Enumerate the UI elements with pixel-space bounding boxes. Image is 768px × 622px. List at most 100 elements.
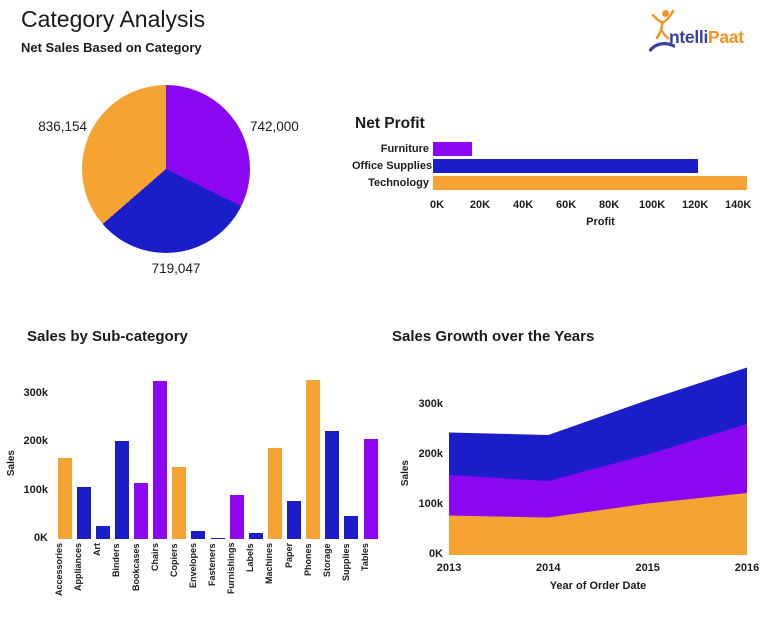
bar-accessories[interactable] — [57, 458, 72, 539]
subcategory-column — [93, 365, 112, 539]
bar-chairs[interactable] — [153, 380, 168, 539]
logo-text-ntelli: ntelli — [669, 26, 709, 47]
x-axis-title: Year of Order Date — [549, 580, 647, 592]
area-chart: Sales Growth over the Years Sales 0K 100k… — [392, 322, 768, 622]
bar-storage[interactable] — [325, 430, 340, 539]
subcategory-column — [342, 365, 361, 539]
bar-machines[interactable] — [267, 447, 282, 539]
subcategory-column — [170, 365, 189, 539]
logo-person-icon — [649, 9, 675, 52]
subcategory-xlabels: Accessories Appliances Art Binders Bookcases… — [54, 543, 380, 622]
x-tick-label: 2016 — [734, 562, 760, 574]
area-series-technology[interactable] — [449, 493, 747, 555]
net-profit-chart: Net Profit Furniture Office Supplies Techn… — [352, 113, 766, 235]
subcategory-column — [151, 365, 170, 539]
x-category-label: Machines — [264, 543, 275, 585]
page-title: Category Analysis — [21, 6, 206, 32]
net-profit-ticks: 0K 20K 40K 60K 80K 100K 120K 140K — [352, 199, 766, 213]
subcategory-column — [132, 365, 151, 539]
chart-title: Sales by Sub-category — [27, 328, 188, 345]
x-tick-label: 0K — [429, 199, 445, 211]
x-tick-label: 100K — [638, 199, 666, 211]
x-category-label: Labels — [245, 543, 256, 572]
subcategory-column — [304, 365, 323, 539]
y-tick-label: 100k — [23, 483, 48, 496]
x-category-label: Envelopes — [187, 543, 198, 589]
x-category-label: Tables — [360, 543, 370, 571]
subcategory-column — [361, 365, 380, 539]
subcategory-column — [227, 365, 246, 539]
subcategory-plot — [55, 365, 380, 539]
subcategory-column — [112, 365, 131, 539]
page-subtitle: Net Sales Based on Category — [21, 40, 202, 55]
pie-label-furniture: 742,000 — [250, 119, 299, 134]
subcategory-column — [208, 365, 227, 539]
subcategory-column — [74, 365, 93, 539]
bar-phones[interactable] — [306, 379, 321, 539]
x-tick-label: 40K — [513, 199, 534, 211]
chart-title: Net Profit — [355, 115, 425, 132]
subcategory-column — [246, 365, 265, 539]
bar-bookcases[interactable] — [134, 483, 149, 539]
net-profit-row: Office Supplies — [352, 157, 766, 174]
subcategory-chart: Sales by Sub-category Sales 0K 100k 200k 30… — [0, 322, 386, 622]
x-tick-label: 2015 — [635, 562, 660, 574]
intellipaat-logo: ntelliPaat — [649, 8, 744, 54]
pie[interactable] — [82, 85, 250, 253]
bar-art[interactable] — [95, 525, 110, 539]
net-profit-row: Furniture — [352, 140, 766, 157]
subcategory-column — [55, 365, 74, 539]
x-category-label: Supplies — [340, 543, 351, 581]
net-profit-category-label: Office Supplies — [352, 159, 433, 172]
bar-tables[interactable] — [363, 439, 378, 539]
x-category-label: Paper — [283, 543, 294, 569]
y-axis-title: Sales — [400, 460, 411, 487]
bar-paper[interactable] — [287, 501, 302, 539]
y-tick-label: 0K — [428, 548, 443, 560]
bar-fasteners[interactable] — [210, 537, 225, 539]
bar-envelopes[interactable] — [191, 531, 206, 539]
x-tick-label: 2014 — [536, 562, 561, 574]
bar-copiers[interactable] — [172, 466, 187, 539]
x-category-label: Chairs — [149, 543, 160, 572]
subcategory-column — [189, 365, 208, 539]
y-tick-label: 0K — [33, 532, 48, 544]
bar-appliances[interactable] — [76, 487, 91, 539]
x-tick-label: 2013 — [436, 562, 462, 574]
net-profit-bar-office_supplies[interactable] — [433, 158, 698, 173]
net-profit-row: Technology — [352, 174, 766, 191]
subcategory-column — [265, 365, 284, 539]
x-tick-label: 80K — [599, 199, 620, 211]
y-tick-label: 100k — [418, 498, 443, 510]
bar-labels[interactable] — [248, 533, 263, 539]
x-category-label: Fasteners — [207, 543, 217, 586]
x-axis-title: Profit — [586, 216, 615, 228]
x-category-label: Binders — [111, 543, 122, 577]
net-profit-category-label: Technology — [368, 176, 429, 189]
x-category-label: Accessories — [54, 543, 64, 597]
y-tick-label: 300k — [23, 387, 48, 399]
net-profit-rows: Furniture Office Supplies Technology — [352, 140, 766, 191]
x-category-label: Bookcases — [130, 543, 141, 591]
y-tick-label: 200k — [418, 448, 443, 460]
bar-furnishings[interactable] — [229, 494, 244, 539]
x-tick-label: 140K — [725, 199, 752, 211]
x-tick-label: 60K — [556, 199, 577, 211]
net-profit-bar-technology[interactable] — [433, 175, 748, 190]
x-tick-label: 20K — [469, 199, 491, 211]
area-plot — [449, 367, 747, 555]
y-axis-title: Sales — [6, 450, 17, 477]
logo-text: ntelliPaat — [669, 27, 744, 48]
bar-supplies[interactable] — [344, 516, 359, 539]
chart-title: Sales Growth over the Years — [392, 328, 595, 345]
y-tick-label: 300k — [418, 398, 443, 410]
net-profit-category-label: Furniture — [380, 142, 429, 155]
subcategory-column — [285, 365, 304, 539]
pie-label-technology: 836,154 — [38, 119, 87, 134]
x-category-label: Appliances — [73, 543, 84, 592]
bar-binders[interactable] — [114, 440, 129, 539]
pie-label-office-supplies: 719,047 — [151, 261, 201, 276]
net-profit-bar-furniture[interactable] — [433, 141, 472, 156]
x-category-label: Furnishings — [226, 543, 237, 595]
